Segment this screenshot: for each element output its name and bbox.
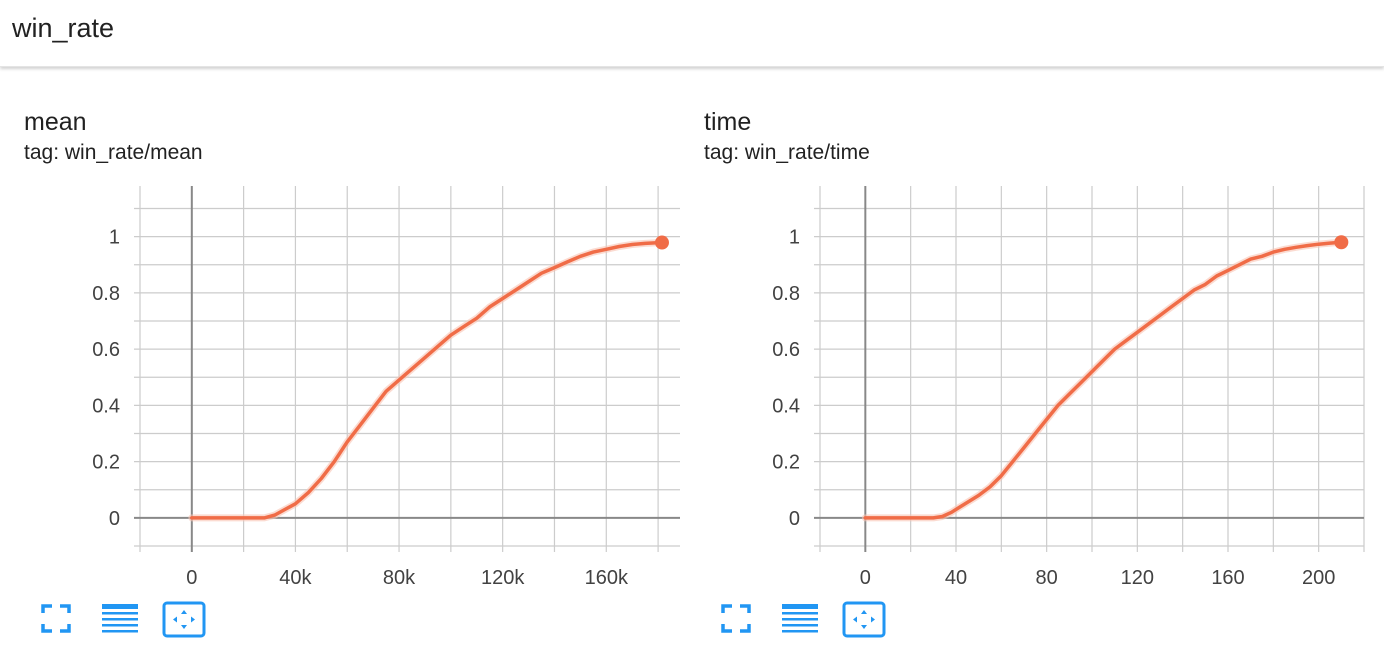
x-tick-label: 120k	[481, 567, 525, 589]
fullscreen-button[interactable]	[720, 601, 764, 641]
y-tick-label: 0.4	[772, 395, 800, 417]
y-tick-label: 1	[109, 227, 120, 249]
x-tick-label: 80	[1036, 567, 1058, 589]
x-tick-label: 0	[860, 567, 871, 589]
series-line-raw	[188, 239, 666, 522]
fullscreen-icon	[721, 604, 751, 633]
y-tick-label: 0.8	[772, 283, 800, 305]
x-tick-label: 160	[1211, 567, 1244, 589]
chart-title: mean	[24, 108, 87, 136]
chart-card-mean: 0 40k 80k 120k 160k 0 0.2 0.4 0.6 0.8 1 mean tag: …	[0, 96, 680, 656]
toggle-log-scale-icon	[102, 604, 138, 633]
y-tick-label: 0.8	[92, 283, 120, 305]
chart-title: time	[704, 108, 752, 136]
x-tick-label: 80k	[383, 567, 416, 589]
fit-domain-icon	[162, 601, 206, 638]
x-tick-label: 40k	[279, 567, 312, 589]
y-tick-label: 0.4	[92, 395, 120, 417]
y-tick-label: 0.2	[92, 452, 120, 474]
x-tick-label: 0	[186, 567, 197, 589]
toggle-log-scale-button[interactable]	[100, 601, 144, 641]
y-tick-label: 1	[789, 227, 800, 249]
fit-domain-icon	[842, 601, 886, 638]
y-tick-label: 0.2	[772, 452, 800, 474]
x-tick-label: 120	[1121, 567, 1154, 589]
fit-domain-button[interactable]	[842, 601, 886, 641]
series-line	[190, 240, 664, 520]
series-last-point[interactable]	[1334, 235, 1349, 250]
chart-time[interactable]: 0 40 80 120 160 200 0 0.2 0.4 0.6 0.8 1	[680, 96, 1384, 596]
y-tick-label: 0.6	[92, 339, 120, 361]
chart-mean[interactable]: 0 40k 80k 120k 160k 0 0.2 0.4 0.6 0.8 1	[0, 96, 680, 596]
grid	[814, 186, 1365, 552]
x-tick-label: 160k	[585, 567, 629, 589]
series-line-raw	[861, 238, 1345, 522]
toggle-log-scale-icon	[782, 604, 818, 633]
chart-card-time: 0 40 80 120 160 200 0 0.2 0.4 0.6 0.8 1 time tag: w…	[680, 96, 1365, 656]
x-tick-label: 200	[1302, 567, 1335, 589]
section-header: win_rate	[0, 0, 1384, 67]
chart-tag: tag: win_rate/mean	[24, 141, 203, 164]
fullscreen-button[interactable]	[40, 601, 84, 641]
section-title: win_rate	[12, 13, 115, 43]
y-tick-label: 0.6	[772, 339, 800, 361]
y-tick-label: 0	[789, 508, 800, 530]
y-tick-label: 0	[109, 508, 120, 530]
series-last-point[interactable]	[654, 235, 669, 250]
series-line	[863, 240, 1344, 520]
fit-domain-button[interactable]	[162, 601, 206, 641]
chart-tag: tag: win_rate/time	[704, 141, 870, 164]
x-tick-label: 40	[945, 567, 967, 589]
toggle-log-scale-button[interactable]	[780, 601, 824, 641]
fullscreen-icon	[41, 604, 71, 633]
